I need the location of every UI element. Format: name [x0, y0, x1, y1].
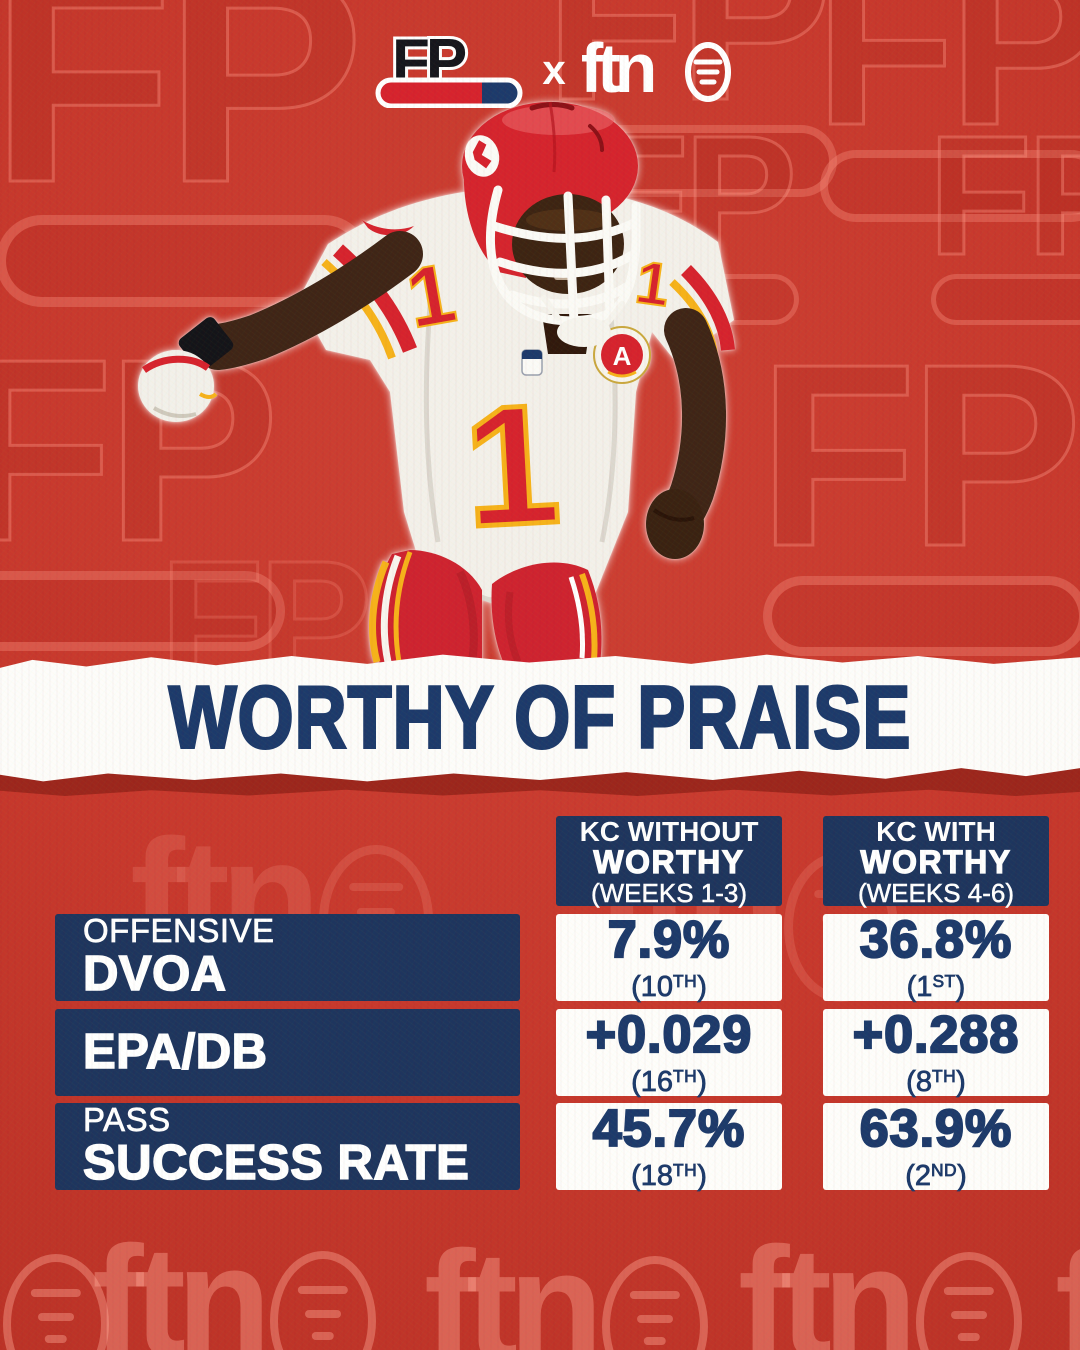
stat-cell-epa-with: +0.288 (8TH) — [823, 1005, 1049, 1098]
stat-value: +0.288 — [852, 1005, 1020, 1064]
ftn-football-icon — [685, 42, 731, 102]
ftn-logo-letters: ftn — [582, 29, 654, 107]
stat-value: 63.9% — [859, 1099, 1013, 1158]
column-header-line3: (WEEKS 4-6) — [857, 877, 1015, 908]
column-header-kc-with: KC WITH WORTHY (WEEKS 4-6) — [823, 816, 1049, 906]
stat-cell-success-without: 45.7% (18TH) — [556, 1099, 782, 1192]
row-label-top: OFFENSIVE — [83, 912, 275, 950]
row-label-main: EPA/DB — [82, 1024, 268, 1079]
player-left-arm — [138, 231, 423, 422]
column-header-line2: WORTHY — [593, 844, 745, 881]
player-photo: 1 1 A 1 — [138, 101, 735, 664]
row-label-main: SUCCESS RATE — [82, 1136, 470, 1191]
row-label-offensive-dvoa: OFFENSIVE DVOA — [55, 912, 520, 1002]
stat-rank: (8TH) — [906, 1065, 966, 1098]
kc-helmet-logo — [464, 135, 500, 177]
shoulder-number-right: 1 — [632, 248, 674, 319]
chest-number: 1 — [460, 369, 564, 564]
nfl-shield — [521, 349, 543, 376]
column-header-line2: WORTHY — [860, 844, 1012, 881]
row-label-pass-success-rate: PASS SUCCESS RATE — [55, 1101, 520, 1191]
player-helmet — [462, 101, 641, 347]
column-header-line1: KC WITH — [876, 816, 996, 848]
column-header-line1: KC WITHOUT — [579, 816, 759, 848]
stat-cell-dvoa-with: 36.8% (1ST) — [823, 910, 1049, 1003]
stat-rank: (1ST) — [906, 970, 966, 1003]
stat-rank: (10TH) — [631, 970, 708, 1003]
facemask — [486, 185, 641, 327]
stat-rank: (2ND) — [905, 1159, 967, 1192]
chin-cup — [557, 317, 611, 347]
stat-rank: (16TH) — [631, 1065, 708, 1098]
stat-value: +0.029 — [585, 1005, 753, 1064]
row-label-top: PASS — [83, 1101, 171, 1139]
afc-letter: A — [613, 341, 632, 371]
player-left-leg — [369, 550, 482, 664]
ftn-logo: ftn — [582, 29, 731, 107]
stat-cell-dvoa-without: 7.9% (10TH) — [556, 910, 782, 1003]
stat-rank: (18TH) — [631, 1159, 708, 1192]
stat-cell-success-with: 63.9% (2ND) — [823, 1099, 1049, 1192]
stat-value: 45.7% — [592, 1099, 746, 1158]
page-title: WORTHY OF PRAISE — [167, 668, 912, 769]
stat-cell-epa-without: +0.029 (16TH) — [556, 1005, 782, 1098]
row-label-epa-db: EPA/DB — [55, 1009, 520, 1096]
stat-value: 7.9% — [607, 910, 731, 969]
player-right-arm — [646, 308, 726, 559]
collab-x: x — [542, 46, 566, 93]
afc-patch: A — [593, 326, 651, 384]
stat-value: 36.8% — [859, 910, 1013, 969]
title-band: WORTHY OF PRAISE — [0, 654, 1080, 782]
fantasypros-logo: FP — [375, 30, 523, 108]
header-logos: FP x ftn — [0, 0, 1080, 120]
player-right-leg — [491, 562, 602, 664]
column-header-line3: (WEEKS 1-3) — [590, 877, 748, 908]
row-label-main: DVOA — [82, 947, 227, 1002]
column-header-kc-without: KC WITHOUT WORTHY (WEEKS 1-3) — [556, 816, 782, 906]
